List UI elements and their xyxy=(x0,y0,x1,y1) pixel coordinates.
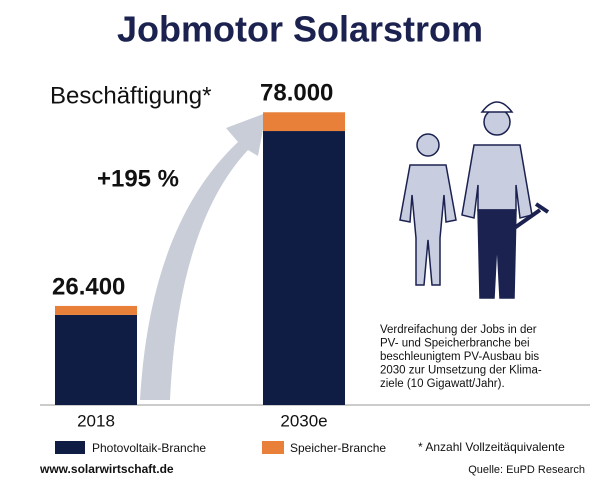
bar-segment xyxy=(263,131,345,406)
growth-arrow xyxy=(140,113,266,400)
bar-segment xyxy=(55,305,137,315)
total-label: 26.400 xyxy=(52,273,125,300)
chart-title: Jobmotor Solarstrom xyxy=(117,9,483,50)
website: www.solarwirtschaft.de xyxy=(39,462,174,476)
legend-label: Speicher-Branche xyxy=(290,441,386,455)
bar-segment xyxy=(263,112,345,132)
growth-label: +195 % xyxy=(97,165,179,192)
legend-label: Photovoltaik-Branche xyxy=(92,441,206,455)
workers-illustration xyxy=(399,101,550,299)
total-label: 78.000 xyxy=(260,80,333,107)
note-line: 2030 zur Umsetzung der Klima- xyxy=(380,365,542,377)
subtitle: Beschäftigung* xyxy=(50,82,211,109)
note-line: beschleunigtem PV-Ausbau bis xyxy=(380,351,539,363)
note-line: PV- und Speicherbranche bei xyxy=(380,338,530,350)
source: Quelle: EuPD Research xyxy=(468,464,585,476)
footnote: * Anzahl Vollzeitäquivalente xyxy=(418,440,565,454)
bar-segment xyxy=(55,314,137,405)
x-tick-label: 2030e xyxy=(280,411,327,430)
note-line: ziele (10 Gigawatt/Jahr). xyxy=(380,378,505,390)
note-line: Verdreifachung der Jobs in der xyxy=(380,324,537,336)
x-tick-label: 2018 xyxy=(77,411,115,430)
legend-swatch xyxy=(262,441,284,454)
legend-swatch xyxy=(55,441,85,454)
